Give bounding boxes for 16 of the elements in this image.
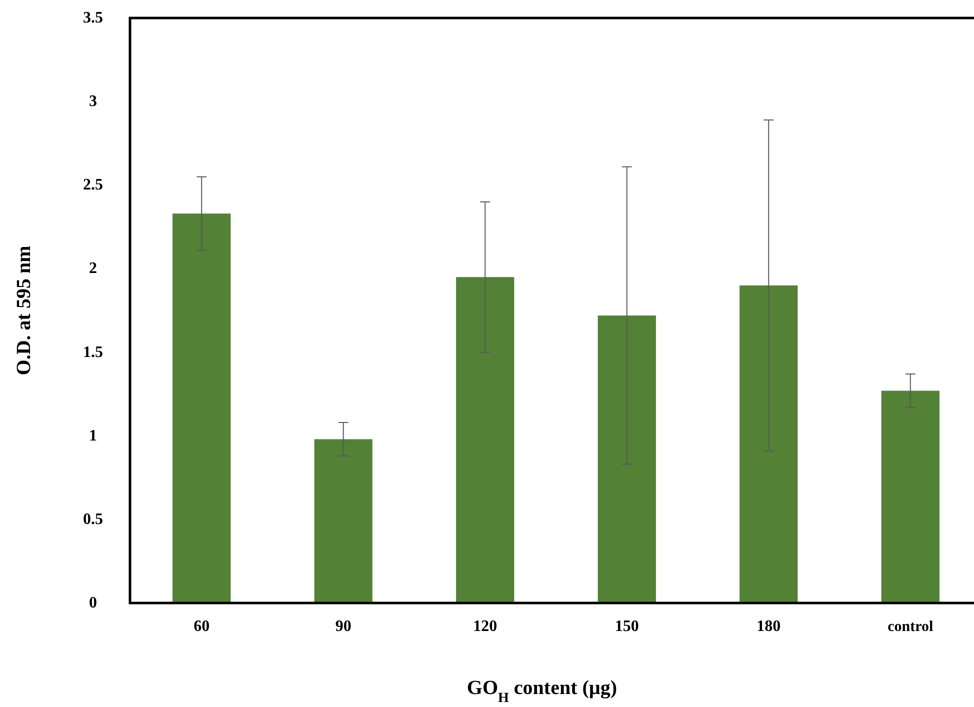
x-tick-label: 60 — [194, 618, 210, 635]
y-tick-label: 2 — [89, 260, 97, 278]
y-tick-label: 3 — [89, 93, 97, 110]
x-tick-label: 120 — [473, 618, 498, 635]
y-tick-label: 2.5 — [83, 176, 103, 194]
x-tick-label: control — [888, 619, 934, 635]
y-axis-title: O.D. at 595 nm — [13, 245, 35, 376]
x-tick-label: 180 — [756, 618, 781, 635]
x-axis-title: GO$_{H}$ content (µg) — [466, 677, 618, 706]
y-tick-label: 0 — [89, 594, 97, 612]
y-tick-label: 0.5 — [83, 510, 103, 528]
y-tick-label: 1 — [89, 427, 97, 444]
y-tick-label: 1.5 — [83, 344, 103, 361]
x-tick-label: 150 — [614, 618, 639, 635]
y-tick-label: 3.5 — [83, 10, 103, 26]
x-tick-label: 90 — [335, 618, 352, 635]
